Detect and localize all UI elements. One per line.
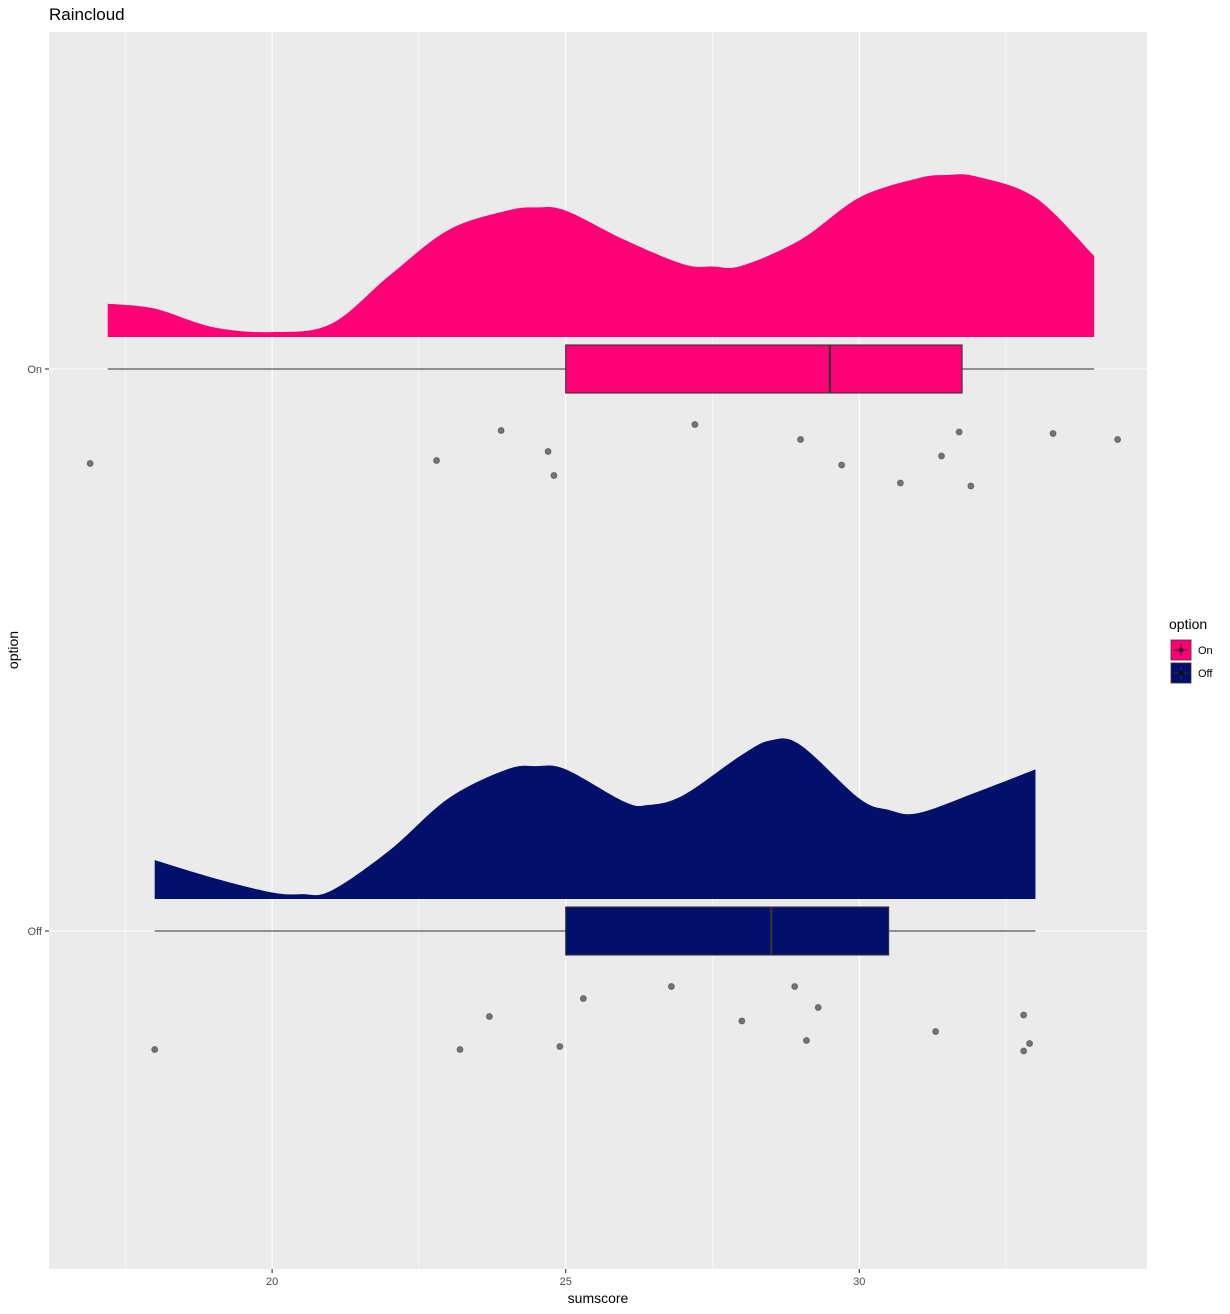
box-on — [565, 344, 963, 394]
y-tick-label: Off — [28, 926, 43, 938]
density-cloud-off — [154, 738, 1036, 899]
data-point-off — [579, 995, 587, 1002]
data-point-off — [791, 983, 799, 990]
boxplots — [107, 344, 1095, 956]
data-point-on — [550, 472, 558, 479]
raw-points — [86, 421, 1122, 1055]
data-point-on — [838, 461, 846, 469]
legend-item-off: Off — [1170, 662, 1213, 684]
data-point-off — [485, 1013, 493, 1020]
x-axis: 20 25 30 — [266, 1269, 865, 1288]
x-tick-label: 25 — [560, 1276, 572, 1288]
legend-label-on: On — [1198, 645, 1213, 657]
legend-item-on: On — [1170, 639, 1213, 661]
data-point-on — [937, 452, 945, 460]
x-axis-title: sumscore — [568, 1290, 629, 1306]
legend-title: option — [1169, 616, 1207, 632]
density-cloud-on — [107, 174, 1095, 337]
data-point-on — [544, 448, 552, 455]
legend-label-off: Off — [1198, 668, 1213, 680]
data-point-off — [456, 1046, 464, 1053]
data-point-off — [1020, 1011, 1028, 1019]
data-point-on — [497, 427, 505, 434]
data-point-on — [433, 457, 441, 464]
y-axis-title: option — [5, 631, 21, 669]
box-off — [565, 906, 890, 956]
y-tick-label: On — [27, 364, 42, 376]
data-point-off — [667, 983, 675, 990]
data-point-off — [814, 1004, 822, 1011]
data-point-on — [955, 428, 963, 436]
data-point-on — [967, 482, 975, 490]
data-point-on — [797, 436, 805, 443]
legend: option On Off — [1169, 616, 1213, 684]
plot-title: Raincloud — [49, 5, 125, 24]
data-point-off — [932, 1028, 940, 1035]
x-tick-label: 20 — [266, 1276, 278, 1288]
data-point-off — [1026, 1040, 1034, 1047]
data-point-on — [1049, 430, 1057, 437]
data-point-on — [1114, 436, 1122, 443]
density-clouds — [107, 174, 1095, 899]
data-point-off — [802, 1037, 810, 1044]
data-point-off — [556, 1043, 564, 1050]
data-point-off — [1020, 1047, 1028, 1055]
data-point-on — [86, 460, 94, 467]
legend-key-point — [1178, 670, 1184, 676]
data-point-on — [896, 479, 904, 487]
x-tick-label: 30 — [853, 1276, 865, 1288]
y-axis: Off On — [27, 364, 49, 938]
data-point-on — [691, 421, 699, 428]
data-point-off — [151, 1046, 159, 1053]
data-point-off — [738, 1017, 746, 1025]
legend-key-point — [1178, 647, 1184, 653]
